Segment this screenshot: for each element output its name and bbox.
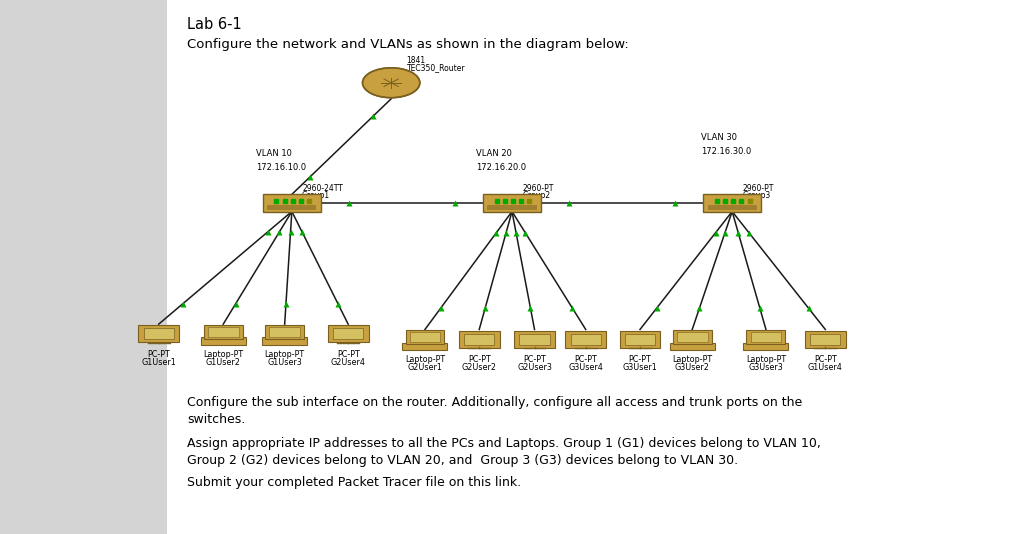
FancyBboxPatch shape <box>406 330 444 344</box>
FancyBboxPatch shape <box>483 194 541 212</box>
Text: G1User1: G1User1 <box>141 358 176 367</box>
FancyBboxPatch shape <box>267 205 316 210</box>
Text: VLAN 10: VLAN 10 <box>256 148 292 158</box>
FancyBboxPatch shape <box>204 325 243 339</box>
Text: Laptop-PT: Laptop-PT <box>404 355 445 364</box>
Text: Laptop-PT: Laptop-PT <box>264 350 305 359</box>
FancyBboxPatch shape <box>262 337 307 345</box>
Text: 172.16.10.0: 172.16.10.0 <box>256 163 306 172</box>
Text: PC-PT: PC-PT <box>629 355 651 364</box>
Text: G1User4: G1User4 <box>808 363 843 372</box>
Text: Configure the network and VLANs as shown in the diagram below:: Configure the network and VLANs as shown… <box>187 38 629 51</box>
Text: TEC350_Router: TEC350_Router <box>407 63 465 72</box>
Text: G2User2: G2User2 <box>462 363 497 372</box>
FancyBboxPatch shape <box>410 332 440 342</box>
FancyBboxPatch shape <box>519 334 550 345</box>
FancyBboxPatch shape <box>269 327 300 337</box>
FancyBboxPatch shape <box>201 337 246 345</box>
Text: G3User3: G3User3 <box>749 363 783 372</box>
Circle shape <box>362 68 420 98</box>
FancyBboxPatch shape <box>333 328 364 340</box>
Text: Group1: Group1 <box>302 191 330 200</box>
FancyBboxPatch shape <box>570 334 601 345</box>
Text: 2960-24TT: 2960-24TT <box>302 184 343 193</box>
FancyBboxPatch shape <box>620 331 660 348</box>
Text: PC-PT: PC-PT <box>574 355 597 364</box>
FancyBboxPatch shape <box>746 330 785 344</box>
Text: G3User4: G3User4 <box>568 363 603 372</box>
FancyBboxPatch shape <box>708 205 757 210</box>
Text: G2User1: G2User1 <box>408 363 442 372</box>
Text: Lab 6-1: Lab 6-1 <box>187 17 242 32</box>
Text: G3User1: G3User1 <box>623 363 657 372</box>
FancyBboxPatch shape <box>625 334 655 345</box>
Text: PC-PT: PC-PT <box>468 355 490 364</box>
Text: Assign appropriate IP addresses to all the PCs and Laptops. Group 1 (G1) devices: Assign appropriate IP addresses to all t… <box>187 437 821 467</box>
Text: Group3: Group3 <box>742 191 771 200</box>
FancyBboxPatch shape <box>328 325 369 342</box>
FancyBboxPatch shape <box>565 331 606 348</box>
Text: Laptop-PT: Laptop-PT <box>672 355 713 364</box>
Text: Submit your completed Packet Tracer file on this link.: Submit your completed Packet Tracer file… <box>187 476 521 489</box>
FancyBboxPatch shape <box>143 328 174 340</box>
Text: 172.16.30.0: 172.16.30.0 <box>701 147 752 156</box>
Text: G3User2: G3User2 <box>675 363 710 372</box>
FancyBboxPatch shape <box>810 334 841 345</box>
FancyBboxPatch shape <box>805 331 846 348</box>
FancyBboxPatch shape <box>677 332 708 342</box>
FancyBboxPatch shape <box>673 330 712 344</box>
Text: G1User2: G1User2 <box>206 358 241 367</box>
FancyBboxPatch shape <box>514 331 555 348</box>
FancyBboxPatch shape <box>487 205 537 210</box>
Text: PC-PT: PC-PT <box>147 350 170 359</box>
FancyBboxPatch shape <box>743 343 788 350</box>
Text: PC-PT: PC-PT <box>814 355 837 364</box>
Text: 1841: 1841 <box>407 56 426 65</box>
FancyBboxPatch shape <box>464 334 495 345</box>
FancyBboxPatch shape <box>208 327 239 337</box>
Text: G2User3: G2User3 <box>517 363 552 372</box>
Text: 172.16.20.0: 172.16.20.0 <box>476 163 526 172</box>
FancyBboxPatch shape <box>703 194 761 212</box>
Text: VLAN 30: VLAN 30 <box>701 132 737 142</box>
Text: Laptop-PT: Laptop-PT <box>745 355 786 364</box>
Text: VLAN 20: VLAN 20 <box>476 148 512 158</box>
FancyBboxPatch shape <box>138 325 179 342</box>
Text: G1User3: G1User3 <box>267 358 302 367</box>
Text: Group2: Group2 <box>522 191 550 200</box>
Text: Configure the sub interface on the router. Additionally, configure all access an: Configure the sub interface on the route… <box>187 396 803 426</box>
Text: G2User4: G2User4 <box>331 358 366 367</box>
Text: PC-PT: PC-PT <box>337 350 359 359</box>
Text: 2960-PT: 2960-PT <box>522 184 554 193</box>
Text: PC-PT: PC-PT <box>523 355 546 364</box>
FancyBboxPatch shape <box>459 331 500 348</box>
FancyBboxPatch shape <box>751 332 781 342</box>
FancyBboxPatch shape <box>265 325 304 339</box>
FancyBboxPatch shape <box>670 343 715 350</box>
FancyBboxPatch shape <box>263 194 321 212</box>
Text: 2960-PT: 2960-PT <box>742 184 774 193</box>
Text: Laptop-PT: Laptop-PT <box>203 350 244 359</box>
FancyBboxPatch shape <box>402 343 447 350</box>
